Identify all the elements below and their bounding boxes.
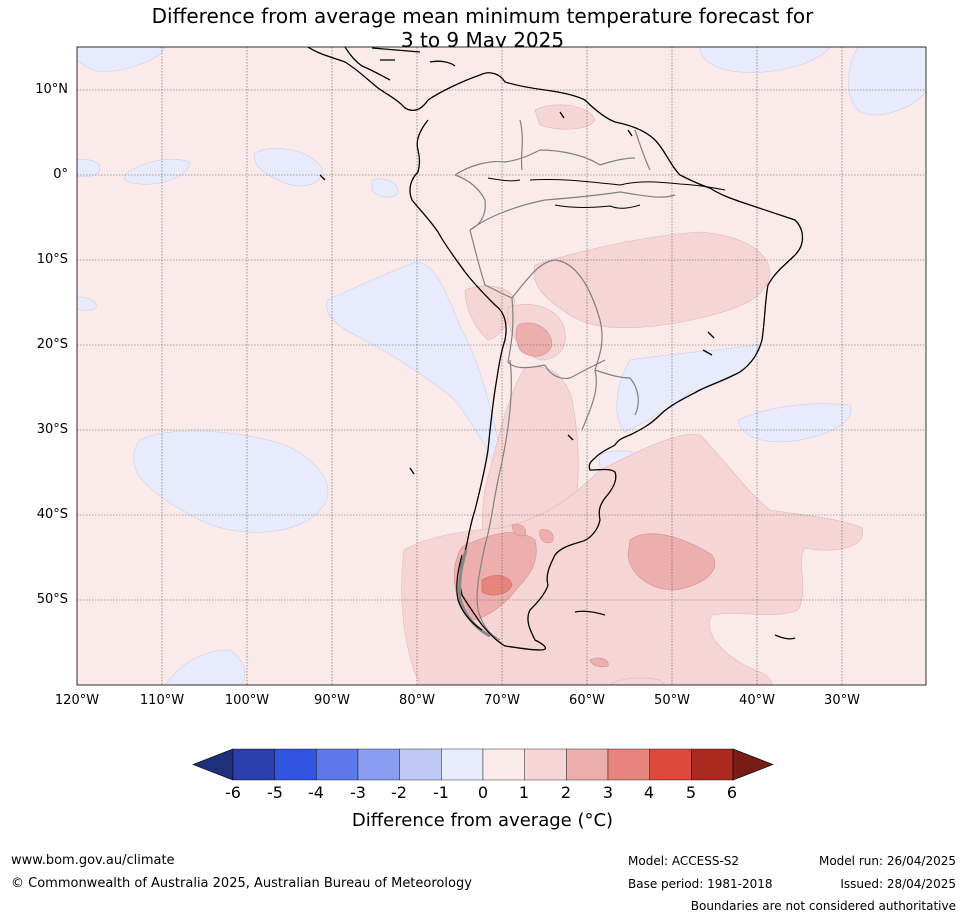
- lat-tick-label: 50°S: [36, 592, 68, 607]
- lat-tick-label: 0°: [53, 167, 68, 182]
- colorbar-tick-label: 6: [726, 783, 738, 802]
- colorbar-label: Difference from average (°C): [351, 810, 614, 831]
- colorbar-tick-label: 4: [643, 783, 655, 802]
- colorbar-tick-label: -5: [267, 783, 283, 802]
- website-url: www.bom.gov.au/climate: [11, 853, 175, 868]
- country-borders: [454, 119, 676, 641]
- colorbar-tick-label: -4: [308, 783, 324, 802]
- lat-tick-label: 30°S: [36, 422, 68, 437]
- map-title: Difference from average mean minimum tem…: [0, 4, 965, 52]
- colorbar-tick-label: 3: [602, 783, 614, 802]
- rivers: [487, 177, 726, 209]
- inner-coast: [456, 554, 483, 631]
- colorbar-tick-label: 5: [685, 783, 697, 802]
- colorbar-tick-label: 0: [477, 783, 489, 802]
- colorbar-tick-label: 2: [560, 783, 572, 802]
- colorbar-tick-label: -3: [350, 783, 366, 802]
- colorbar-swatch: [357, 748, 400, 781]
- model-run-date: Model run: 26/04/2025: [818, 854, 956, 868]
- graticule: [77, 47, 926, 685]
- lon-tick-label: 60°W: [569, 693, 605, 708]
- copyright-notice: © Commonwealth of Australia 2025, Austra…: [11, 876, 472, 891]
- lon-tick-label: 120°W: [54, 693, 100, 708]
- colorbar: [192, 748, 774, 781]
- title-line-1: Difference from average mean minimum tem…: [151, 4, 814, 28]
- colorbar-swatch: [482, 748, 525, 781]
- colorbar-swatch: [691, 748, 734, 781]
- colorbar-swatch: [566, 748, 609, 781]
- colorbar-swatch: [399, 748, 442, 781]
- colorbar-tick-label: -6: [225, 783, 241, 802]
- lat-tick-label: 10°N: [35, 82, 68, 97]
- colorbar-tick-label: -2: [391, 783, 407, 802]
- colorbar-tick-label: -1: [433, 783, 449, 802]
- colorbar-tick-label: 1: [518, 783, 530, 802]
- model-name: Model: ACCESS-S2: [628, 854, 740, 868]
- lon-tick-label: 30°W: [824, 693, 860, 708]
- lon-tick-label: 110°W: [139, 693, 185, 708]
- colorbar-swatch: [441, 748, 484, 781]
- lat-tick-label: 40°S: [36, 507, 68, 522]
- boundary-disclaimer: Boundaries are not considered authoritat…: [690, 899, 956, 913]
- lon-tick-label: 90°W: [314, 693, 350, 708]
- warm-anomaly-areas-3-4: [481, 575, 513, 596]
- colorbar-swatch: [524, 748, 567, 781]
- lon-tick-label: 80°W: [399, 693, 435, 708]
- map-frame: [76, 46, 927, 686]
- base-period: Base period: 1981-2018: [628, 877, 773, 891]
- colorbar-extend-high: [732, 748, 774, 781]
- lon-tick-label: 100°W: [224, 693, 270, 708]
- colorbar-swatch: [649, 748, 692, 781]
- issued-date: Issued: 28/04/2025: [840, 877, 956, 891]
- lon-tick-label: 70°W: [484, 693, 520, 708]
- colorbar-extend-low: [192, 748, 234, 781]
- lon-tick-label: 40°W: [739, 693, 775, 708]
- colorbar-swatch: [274, 748, 317, 781]
- lon-tick-label: 50°W: [654, 693, 690, 708]
- colorbar-swatch: [607, 748, 650, 781]
- colorbar-swatch: [316, 748, 359, 781]
- lat-tick-label: 20°S: [36, 337, 68, 352]
- colorbar-swatch: [232, 748, 275, 781]
- lat-tick-label: 10°S: [36, 252, 68, 267]
- coastlines: [307, 47, 804, 651]
